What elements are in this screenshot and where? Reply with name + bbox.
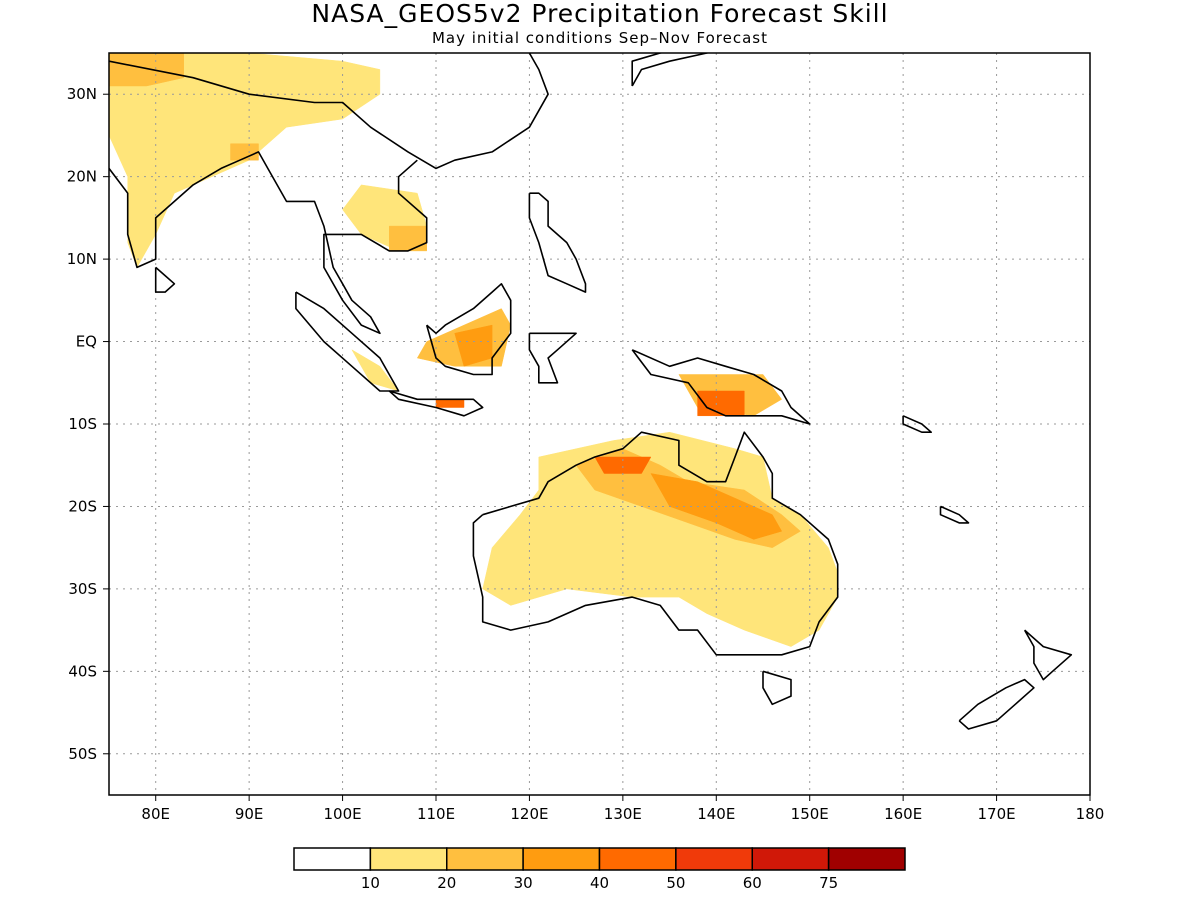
longitude-axis: 80E 90E 100E 110E 120E 130E 140E 150E 160E 170E 18… xyxy=(141,795,1104,823)
colorbar-swatch xyxy=(675,847,753,871)
coastline xyxy=(154,266,176,293)
latitude-tick-label: 20S xyxy=(68,497,97,515)
latitude-tick-label: 10S xyxy=(68,415,97,433)
longitude-tick-label: 130E xyxy=(604,805,642,823)
longitude-tick-label: 170E xyxy=(978,805,1016,823)
latitude-tick-label: 20N xyxy=(67,168,97,186)
colorbar-label: 50 xyxy=(666,874,685,892)
coastline xyxy=(295,291,400,392)
coastline xyxy=(631,53,708,87)
colorbar-label: 40 xyxy=(590,874,609,892)
skill-region xyxy=(109,53,184,87)
colorbar-swatch xyxy=(751,847,830,871)
skill-region xyxy=(594,456,652,474)
colorbar-swatch xyxy=(522,847,601,871)
coastline xyxy=(109,53,549,170)
coastline xyxy=(109,151,428,335)
longitude-tick-label: 180 xyxy=(1076,805,1105,823)
skill-region xyxy=(482,431,838,647)
colorbar-swatch xyxy=(369,847,448,871)
latitude-axis: 30N 20N 10N EQ 10S 20S 30S 40S 50S xyxy=(67,85,109,763)
map-title: NASA_GEOS5v2 Precipitation Forecast Skil… xyxy=(311,0,889,28)
colorbar-label: 10 xyxy=(361,874,380,892)
map-subtitle: May initial conditions Sep–Nov Forecast xyxy=(431,29,769,47)
coastline xyxy=(472,431,839,656)
latitude-tick-label: 40S xyxy=(68,662,97,680)
skill-region xyxy=(230,143,259,161)
colorbar-legend: 10 20 30 40 50 60 75 xyxy=(293,847,906,892)
colorbar-swatch xyxy=(293,847,372,871)
coastline xyxy=(958,678,1035,730)
skill-region xyxy=(389,225,427,252)
coastline xyxy=(388,390,484,417)
longitude-tick-label: 140E xyxy=(697,805,735,823)
longitude-tick-label: 160E xyxy=(884,805,922,823)
skill-region xyxy=(435,399,465,408)
longitude-tick-label: 100E xyxy=(324,805,362,823)
coastline xyxy=(631,349,811,425)
coastline xyxy=(528,332,577,384)
latitude-tick-label: 10N xyxy=(67,250,97,268)
coastline xyxy=(425,282,512,376)
colorbar-swatch xyxy=(446,847,524,871)
longitude-tick-label: 110E xyxy=(417,805,455,823)
longitude-tick-label: 150E xyxy=(791,805,829,823)
coastline xyxy=(939,505,970,524)
latitude-tick-label: EQ xyxy=(76,333,97,351)
gridlines xyxy=(109,53,1090,795)
colorbar-label: 75 xyxy=(819,874,838,892)
longitude-tick-label: 80E xyxy=(141,805,170,823)
latitude-tick-label: 30S xyxy=(68,580,97,598)
colorbar-swatch xyxy=(827,847,906,871)
colorbar-swatch xyxy=(598,847,677,871)
colorbar-label: 60 xyxy=(743,874,762,892)
longitude-tick-label: 90E xyxy=(235,805,264,823)
colorbar-label: 20 xyxy=(437,874,456,892)
colorbar-label: 30 xyxy=(514,874,533,892)
coastline-layer xyxy=(109,53,1073,730)
longitude-tick-label: 120E xyxy=(510,805,548,823)
latitude-tick-label: 50S xyxy=(68,745,97,763)
coastline xyxy=(1023,629,1073,681)
coastline xyxy=(762,670,792,706)
latitude-tick-label: 30N xyxy=(67,85,97,103)
skill-region xyxy=(650,473,783,540)
coastline xyxy=(902,415,933,434)
coastline xyxy=(528,192,587,293)
